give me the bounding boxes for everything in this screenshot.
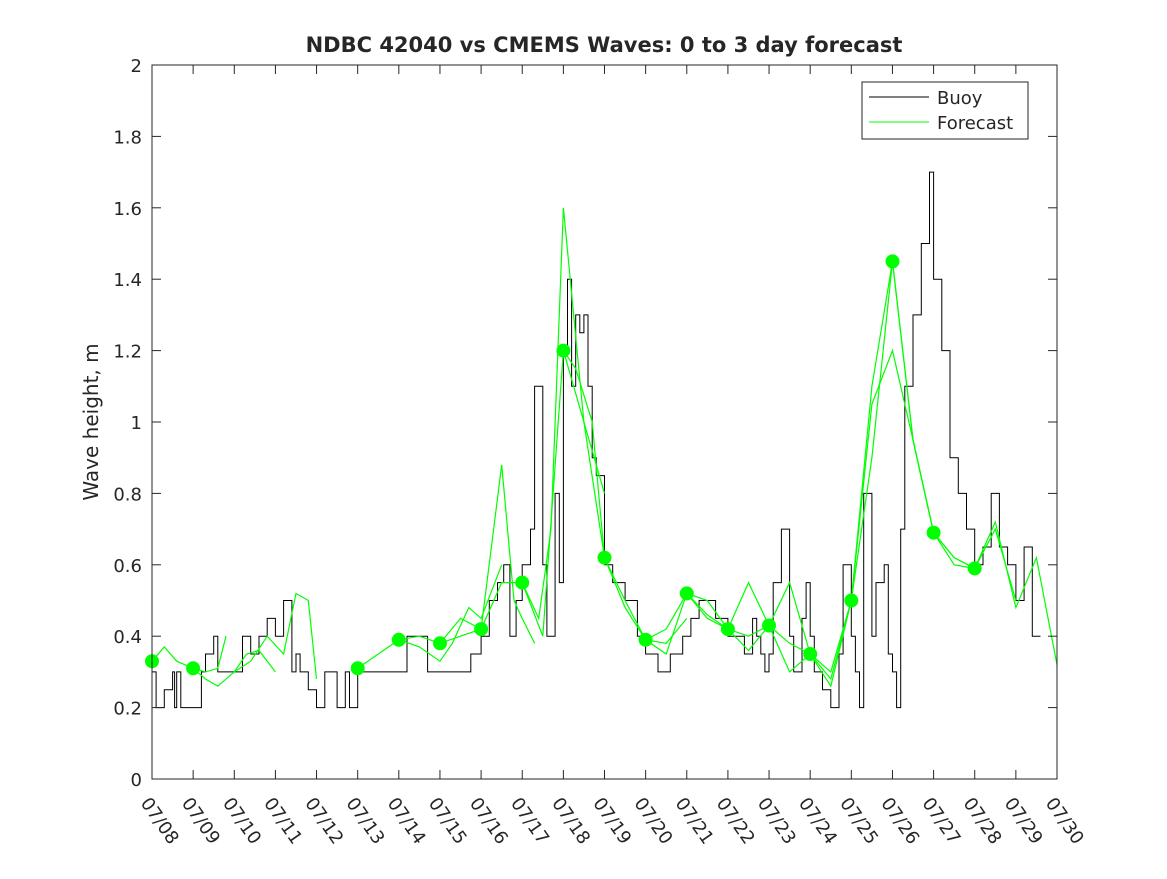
y-tick-label: 0.4 bbox=[113, 627, 142, 648]
legend-box bbox=[861, 81, 1029, 140]
forecast-run-line-13 bbox=[727, 600, 852, 688]
forecast-start-marker bbox=[967, 561, 982, 576]
y-tick-label: 0.6 bbox=[113, 556, 142, 577]
forecast-run-line-4 bbox=[357, 628, 482, 669]
legend-forecast-label: Forecast bbox=[937, 113, 1013, 134]
buoy-series-line bbox=[152, 171, 1041, 709]
forecast-run-line-11 bbox=[645, 581, 770, 641]
legend-buoy-label: Buoy bbox=[937, 88, 983, 109]
y-tick-label: 1.4 bbox=[113, 270, 142, 291]
y-tick-label: 0.2 bbox=[113, 699, 142, 720]
forecast-run-line-5 bbox=[398, 564, 503, 663]
forecast-start-marker bbox=[474, 622, 489, 637]
y-tick-label: 2 bbox=[131, 56, 142, 77]
legend: Buoy Forecast bbox=[861, 81, 1029, 140]
forecast-start-marker bbox=[803, 647, 818, 661]
forecast-start-marker bbox=[515, 575, 530, 590]
forecast-run-line-10 bbox=[603, 557, 729, 655]
y-tick-label: 0.8 bbox=[113, 484, 142, 505]
forecast-start-marker bbox=[885, 254, 900, 269]
forecast-run-line-14 bbox=[768, 261, 894, 673]
forecast-run-line-8 bbox=[521, 348, 606, 637]
forecast-run-line-9 bbox=[562, 350, 688, 644]
marker-layer bbox=[145, 254, 982, 676]
y-tick-label: 0 bbox=[131, 770, 142, 791]
forecast-start-marker bbox=[391, 632, 406, 647]
y-tick-label: 1.2 bbox=[113, 342, 142, 363]
forecast-run-line-7 bbox=[480, 207, 606, 630]
y-tick-label: 1.6 bbox=[113, 199, 142, 220]
series-layer bbox=[151, 171, 1058, 709]
forecast-run-line-3 bbox=[233, 592, 318, 680]
forecast-run-line-6 bbox=[439, 464, 536, 644]
y-axis-label: Wave height, m bbox=[79, 343, 103, 500]
forecast-start-marker bbox=[638, 632, 653, 647]
forecast-start-marker bbox=[350, 661, 365, 676]
forecast-start-marker bbox=[844, 593, 859, 608]
forecast-start-marker bbox=[556, 343, 571, 358]
y-tick-label: 1 bbox=[131, 413, 142, 434]
forecast-start-marker bbox=[597, 550, 612, 565]
forecast-start-marker bbox=[679, 586, 694, 601]
forecast-start-marker bbox=[720, 622, 735, 637]
forecast-start-marker bbox=[762, 618, 776, 633]
forecast-run-line-17 bbox=[891, 261, 1017, 601]
forecast-run-line-12 bbox=[686, 580, 811, 655]
forecast-start-marker bbox=[433, 636, 447, 651]
forecast-start-marker bbox=[926, 525, 941, 540]
chart-title: NDBC 42040 vs CMEMS Waves: 0 to 3 day fo… bbox=[306, 33, 903, 57]
forecast-start-marker bbox=[186, 661, 201, 676]
plot-area bbox=[152, 65, 1057, 779]
forecast-run-line-18 bbox=[933, 520, 1058, 665]
y-tick-label: 1.8 bbox=[113, 127, 142, 148]
